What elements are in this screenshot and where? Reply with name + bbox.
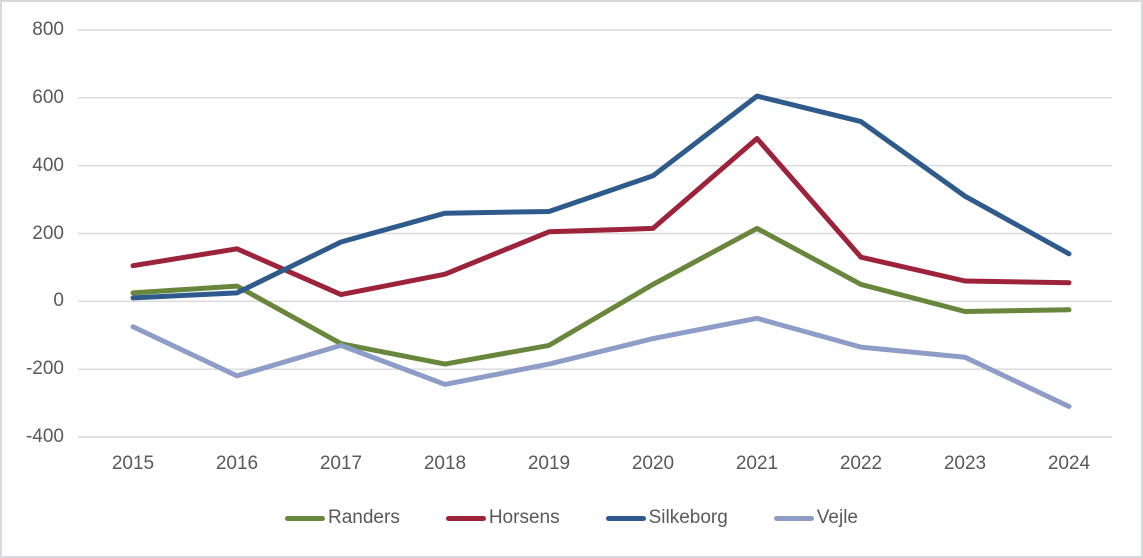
legend-item-randers: Randers: [285, 507, 400, 529]
x-axis-tick-label: 2017: [319, 453, 363, 474]
legend-line-swatch: [605, 515, 646, 521]
legend-item-silkeborg: Silkeborg: [605, 507, 728, 529]
y-axis-tick-label: -200: [25, 358, 64, 380]
legend-label: Horsens: [488, 507, 560, 528]
legend-line-swatch: [285, 515, 325, 521]
gridlines: [78, 29, 1112, 438]
legend-label: Silkeborg: [648, 507, 728, 528]
series-line-vejle: [130, 315, 1072, 409]
x-axis-tick-label: 2022: [839, 453, 883, 474]
series-line-horsens: [130, 136, 1072, 298]
y-axis-tick-label: -400: [25, 426, 64, 447]
x-axis-tick-label: 2019: [527, 453, 571, 474]
legend-label: Randers: [328, 507, 400, 528]
x-axis-tick-label: 2023: [943, 453, 987, 474]
y-axis-tick-label: 600: [32, 86, 64, 108]
x-axis-tick-label: 2021: [735, 453, 779, 474]
series-line-silkeborg: [130, 93, 1072, 301]
x-axis-tick-label: 2015: [111, 453, 155, 474]
legend-line-swatch: [773, 515, 814, 521]
legend-label: Vejle: [816, 507, 858, 528]
chart-legend: Randers Horsens Silkeborg Vejle: [2, 507, 1141, 529]
legend-item-vejle: Vejle: [773, 507, 858, 529]
x-axis-tick-label: 2018: [423, 453, 467, 474]
x-axis-tick-label: 2016: [215, 453, 259, 474]
y-axis-tick-label: 400: [32, 154, 64, 176]
x-axis-tick-label: 2024: [1047, 453, 1091, 474]
y-axis-tick-label: 800: [32, 19, 64, 40]
series-lines: [130, 93, 1072, 409]
series-line-randers: [130, 225, 1072, 367]
y-axis-tick-label: 0: [53, 290, 64, 312]
y-axis-tick-label: 200: [32, 222, 64, 244]
legend-item-horsens: Horsens: [445, 507, 560, 529]
x-axis-tick-label: 2020: [631, 453, 675, 474]
legend-line-swatch: [445, 515, 486, 521]
